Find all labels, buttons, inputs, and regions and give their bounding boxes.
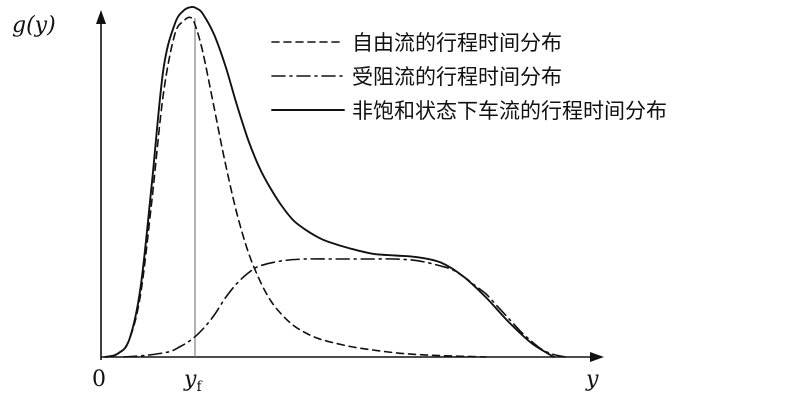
- legend-item-blocked-flow: 受阻流的行程时间分布: [271, 65, 562, 89]
- yf-marker-label-subscript: f: [196, 379, 203, 395]
- curve-blocked-flow: [122, 258, 567, 358]
- legend-label-unsaturated-flow: 非饱和状态下车流的行程时间分布: [352, 99, 667, 123]
- curve-free-flow: [103, 16, 487, 358]
- x-axis-label: y: [585, 367, 599, 392]
- curve-unsaturated-flow: [105, 5, 555, 358]
- legend-item-free-flow: 自由流的行程时间分布: [271, 31, 562, 55]
- legend: 自由流的行程时间分布 受阻流的行程时间分布 非饱和状态下车流的行程时间分布: [271, 31, 667, 123]
- yf-marker-label: yf: [183, 367, 203, 395]
- x-axis-arrow: [590, 352, 604, 362]
- series-curves: [103, 5, 567, 358]
- y-axis-label: g(y): [12, 13, 56, 38]
- yf-marker-label-main: y: [183, 367, 197, 392]
- legend-label-blocked-flow: 受阻流的行程时间分布: [352, 65, 562, 89]
- y-axis-arrow: [96, 10, 106, 24]
- legend-label-free-flow: 自由流的行程时间分布: [352, 31, 562, 55]
- y-axis-label-text: g(y): [12, 13, 56, 38]
- origin-label: 0: [92, 367, 106, 392]
- legend-item-unsaturated-flow: 非饱和状态下车流的行程时间分布: [271, 99, 667, 123]
